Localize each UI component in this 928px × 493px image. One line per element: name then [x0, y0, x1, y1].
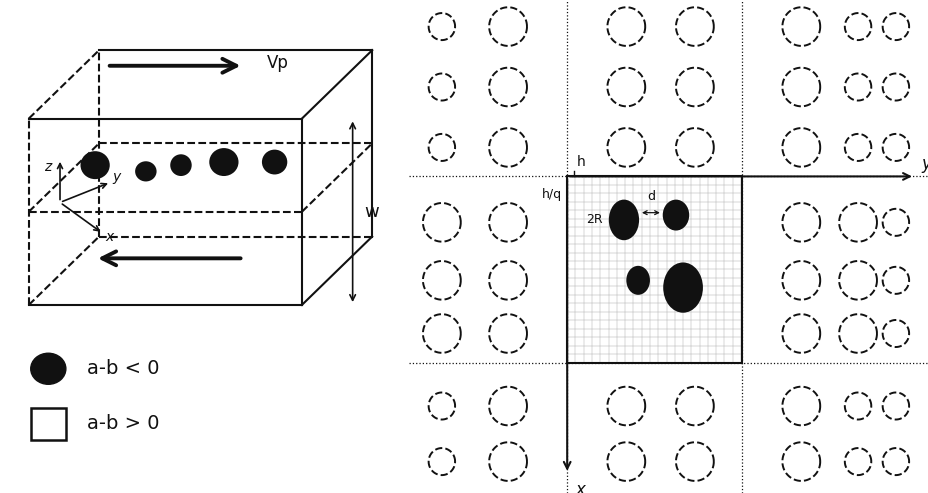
Text: z: z — [45, 161, 52, 175]
Ellipse shape — [663, 262, 702, 313]
Ellipse shape — [608, 200, 638, 240]
Ellipse shape — [135, 161, 157, 181]
Ellipse shape — [81, 151, 110, 179]
Text: h/q: h/q — [542, 188, 561, 202]
Ellipse shape — [662, 200, 689, 231]
Text: a-b > 0: a-b > 0 — [87, 415, 160, 433]
Text: w: w — [364, 203, 379, 221]
FancyBboxPatch shape — [31, 408, 66, 440]
Text: 2R: 2R — [586, 213, 602, 226]
Ellipse shape — [625, 266, 650, 295]
Text: y: y — [112, 170, 121, 184]
Text: d: d — [646, 190, 654, 203]
Bar — [567, 176, 741, 362]
Text: a-b < 0: a-b < 0 — [87, 359, 160, 378]
Text: x: x — [105, 230, 113, 244]
Circle shape — [31, 353, 66, 385]
Ellipse shape — [262, 150, 287, 175]
Text: x: x — [575, 481, 585, 493]
Ellipse shape — [170, 154, 191, 176]
Ellipse shape — [209, 148, 238, 176]
Text: h: h — [576, 155, 585, 169]
Text: Vp: Vp — [266, 54, 289, 71]
Text: y: y — [921, 154, 928, 173]
